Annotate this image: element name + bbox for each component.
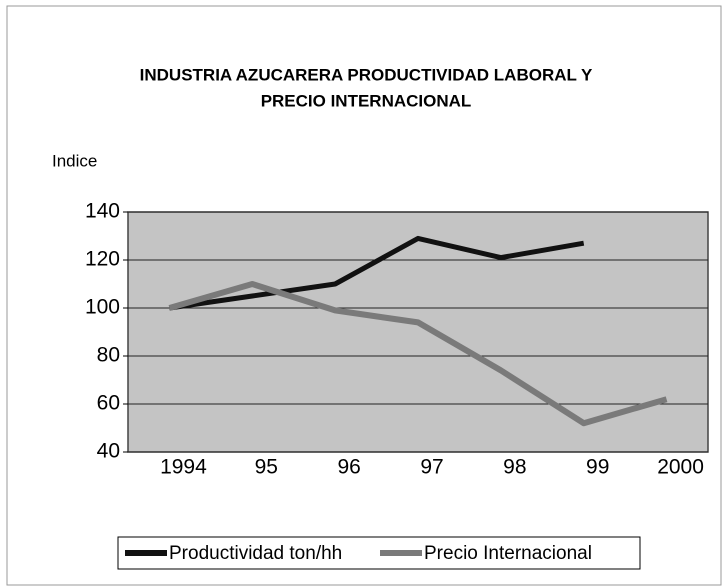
legend-box <box>117 536 641 570</box>
y-axis-label: Indice <box>52 151 97 170</box>
x-tick-label: 2000 <box>657 456 704 479</box>
x-tick-label: 95 <box>255 456 278 479</box>
series-line <box>168 281 668 427</box>
y-tick-label: 120 <box>85 248 120 271</box>
x-tick-label: 99 <box>586 456 609 479</box>
series-line <box>169 235 585 311</box>
legend-label: Precio Internacional <box>424 543 592 564</box>
legend-label: Productividad ton/hh <box>169 543 342 564</box>
plot-area <box>127 211 709 453</box>
chart-title: INDUSTRIA AZUCARERA PRODUCTIVIDAD LABORA… <box>140 65 593 84</box>
y-tick-label: 60 <box>97 392 120 415</box>
y-tick-label: 80 <box>97 344 120 367</box>
x-tick-label: 97 <box>420 456 443 479</box>
y-tick-label: 100 <box>85 296 120 319</box>
x-tick-label: 1994 <box>160 456 207 479</box>
x-tick-label: 96 <box>337 456 360 479</box>
y-tick-label: 40 <box>97 440 120 463</box>
y-tick-label: 140 <box>85 200 120 223</box>
x-tick-label: 98 <box>503 456 526 479</box>
chart-title: PRECIO INTERNACIONAL <box>261 91 472 110</box>
